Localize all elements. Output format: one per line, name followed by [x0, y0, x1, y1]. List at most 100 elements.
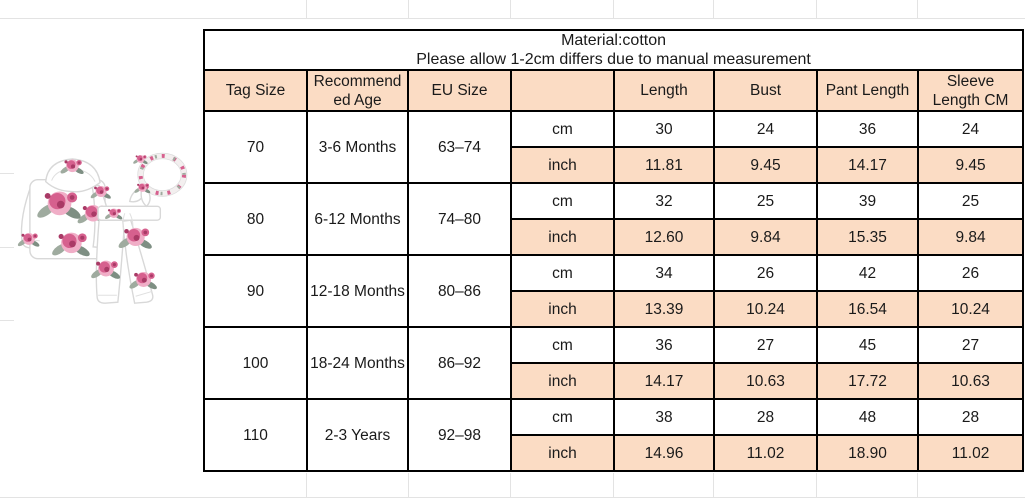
pant-length-cm-value: 39	[816, 182, 919, 220]
recommended-age-value: 3-6 Months	[306, 110, 409, 184]
eu-size-value: 63–74	[407, 110, 512, 184]
tag-size-value: 80	[203, 182, 308, 256]
tag-size-value: 70	[203, 110, 308, 184]
header-pant-length: Pant Length	[816, 69, 919, 112]
sleeve-length-inch-value: 10.24	[916, 290, 1025, 328]
size-chart-table: Material:cotton Please allow 1-2cm diffe…	[202, 29, 1025, 472]
unit-inch-label: inch	[510, 290, 615, 328]
product-hoodie	[16, 158, 112, 260]
sleeve-length-cm-value: 28	[916, 398, 1025, 436]
length-cm-value: 38	[613, 398, 715, 436]
sleeve-length-inch-value: 11.02	[916, 434, 1025, 472]
recommended-age-value: 18-24 Months	[306, 326, 409, 400]
length-cm-value: 36	[613, 326, 715, 364]
length-inch-value: 13.39	[613, 290, 715, 328]
size-70-cm-row: 70 3-6 Months 63–74 cm 30 24 36 24	[203, 110, 1025, 184]
product-pants	[89, 205, 162, 304]
bust-inch-value: 9.45	[713, 146, 818, 184]
gridline	[0, 497, 1025, 498]
size-90-inch-row: inch 13.39 10.24 16.54 10.24	[204, 290, 1025, 328]
eu-size-value: 92–98	[407, 398, 512, 472]
gridline	[0, 247, 14, 248]
pant-length-inch-value: 18.90	[816, 434, 919, 472]
table-header-row: Tag Size Recommend ed Age EU Size Length…	[203, 69, 1025, 112]
header-tag-size: Tag Size	[203, 69, 308, 112]
length-inch-value: 11.81	[613, 146, 715, 184]
pant-length-inch-value: 15.35	[816, 218, 919, 256]
size-110-inch-row: inch 14.96 11.02 18.90 11.02	[204, 434, 1025, 472]
unit-inch-label: inch	[510, 146, 615, 184]
unit-inch-label: inch	[510, 434, 615, 472]
product-headband	[128, 152, 188, 208]
gridline	[510, 0, 511, 18]
sleeve-length-inch-value: 9.45	[916, 146, 1025, 184]
sleeve-length-cm-value: 26	[916, 254, 1025, 292]
header-sleeve-length: Sleeve Length CM	[916, 69, 1025, 112]
bust-inch-value: 11.02	[713, 434, 818, 472]
gridline	[408, 473, 409, 497]
length-inch-value: 12.60	[613, 218, 715, 256]
size-80-cm-row: 80 6-12 Months 74–80 cm 32 25 39 25	[203, 182, 1025, 256]
tag-size-value: 90	[203, 254, 308, 328]
tag-size-value: 110	[203, 398, 308, 472]
bust-inch-value: 10.24	[713, 290, 818, 328]
table-title-row: Material:cotton Please allow 1-2cm diffe…	[202, 29, 1025, 71]
unit-cm-label: cm	[510, 182, 615, 220]
gridline	[510, 473, 511, 497]
length-inch-value: 14.17	[613, 362, 715, 400]
header-bust: Bust	[713, 69, 818, 112]
material-note: Material:cotton	[561, 32, 666, 49]
header-unit-blank	[510, 69, 615, 112]
gridline	[0, 18, 1025, 19]
length-cm-value: 34	[613, 254, 715, 292]
tag-size-value: 100	[203, 326, 308, 400]
size-80-inch-row: inch 12.60 9.84 15.35 9.84	[204, 218, 1025, 256]
sleeve-length-cm-value: 25	[916, 182, 1025, 220]
gridline	[713, 0, 714, 18]
pant-length-inch-value: 17.72	[816, 362, 919, 400]
bust-cm-value: 28	[713, 398, 818, 436]
bust-cm-value: 27	[713, 326, 818, 364]
gridline	[0, 320, 14, 321]
gridline	[408, 0, 409, 18]
eu-size-value: 80–86	[407, 254, 512, 328]
gridline	[713, 473, 714, 497]
measurement-note: Please allow 1-2cm differs due to manual…	[416, 51, 811, 68]
header-recommended-age: Recommend ed Age	[306, 69, 409, 112]
unit-cm-label: cm	[510, 110, 615, 148]
header-eu-size: EU Size	[407, 69, 512, 112]
product-photo-floral-outfit	[16, 152, 188, 304]
size-70-inch-row: inch 11.81 9.45 14.17 9.45	[204, 146, 1025, 184]
eu-size-value: 86–92	[407, 326, 512, 400]
bust-inch-value: 10.63	[713, 362, 818, 400]
pant-length-cm-value: 42	[816, 254, 919, 292]
unit-cm-label: cm	[510, 398, 615, 436]
size-100-cm-row: 100 18-24 Months 86–92 cm 36 27 45 27	[203, 326, 1025, 400]
recommended-age-value: 2-3 Years	[306, 398, 409, 472]
eu-size-value: 74–80	[407, 182, 512, 256]
pant-length-inch-value: 14.17	[816, 146, 919, 184]
pant-length-inch-value: 16.54	[816, 290, 919, 328]
length-inch-value: 14.96	[613, 434, 715, 472]
header-length: Length	[613, 69, 715, 112]
gridline	[816, 473, 817, 497]
sleeve-length-inch-value: 10.63	[916, 362, 1025, 400]
size-100-inch-row: inch 14.17 10.63 17.72 10.63	[204, 362, 1025, 400]
size-110-cm-row: 110 2-3 Years 92–98 cm 38 28 48 28	[203, 398, 1025, 472]
gridline	[306, 473, 307, 497]
bust-inch-value: 9.84	[713, 218, 818, 256]
unit-cm-label: cm	[510, 326, 615, 364]
length-cm-value: 30	[613, 110, 715, 148]
recommended-age-value: 6-12 Months	[306, 182, 409, 256]
bust-cm-value: 25	[713, 182, 818, 220]
gridline	[816, 0, 817, 18]
bust-cm-value: 24	[713, 110, 818, 148]
table-title-cell: Material:cotton Please allow 1-2cm diffe…	[202, 29, 1025, 71]
gridline	[0, 173, 14, 174]
length-cm-value: 32	[613, 182, 715, 220]
unit-cm-label: cm	[510, 254, 615, 292]
pant-length-cm-value: 45	[816, 326, 919, 364]
pant-length-cm-value: 48	[816, 398, 919, 436]
sleeve-length-inch-value: 9.84	[916, 218, 1025, 256]
